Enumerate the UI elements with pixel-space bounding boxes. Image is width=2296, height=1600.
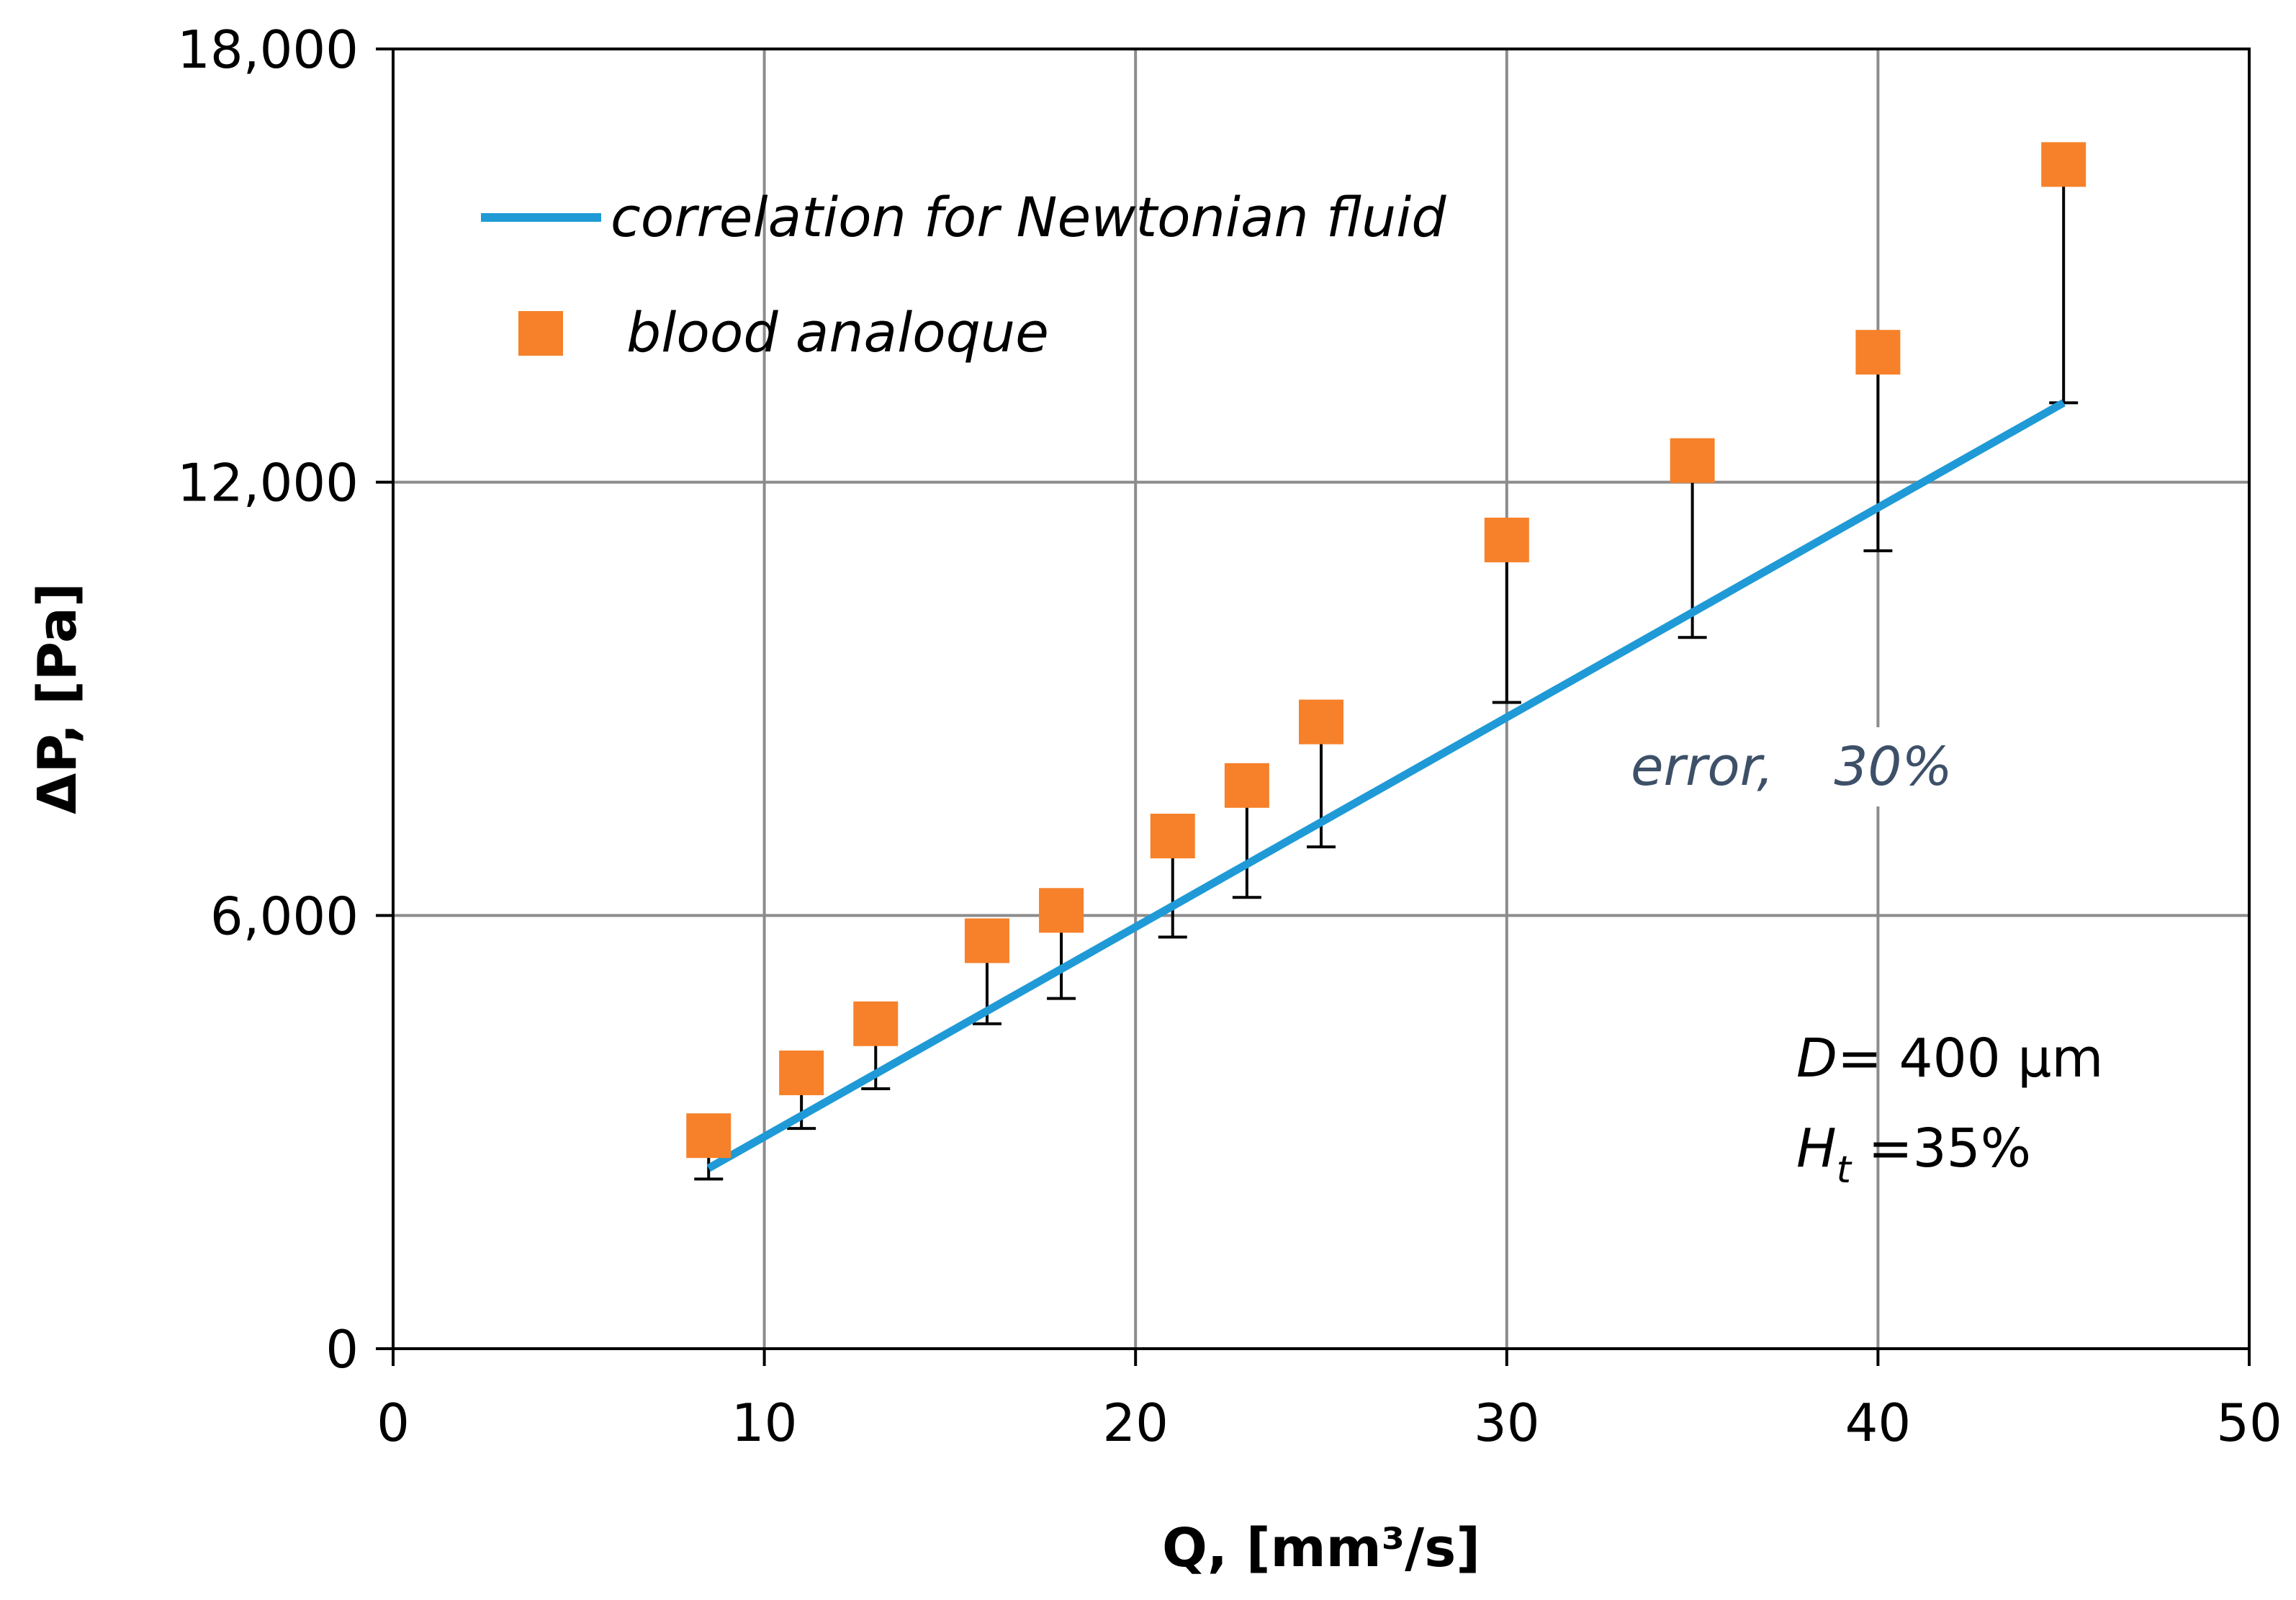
x-tick-label: 20 bbox=[1102, 1393, 1169, 1453]
y-tick-label: 0 bbox=[325, 1319, 359, 1380]
x-tick-label: 30 bbox=[1474, 1393, 1540, 1453]
diameter-note: D= 400 µm bbox=[1796, 1028, 2103, 1089]
data-point-marker bbox=[1150, 814, 1195, 859]
y-tick-label: 18,000 bbox=[177, 19, 359, 80]
error-annotation-text: error, 30% bbox=[1631, 736, 1953, 798]
x-tick-label: 10 bbox=[731, 1393, 798, 1453]
hematocrit-symbol: H bbox=[1796, 1118, 1837, 1179]
diameter-value: = 400 µm bbox=[1837, 1028, 2103, 1089]
error-value: 30% bbox=[1834, 736, 1952, 798]
data-point-marker bbox=[1855, 330, 1901, 375]
data-point-marker bbox=[2041, 142, 2086, 187]
hematocrit-value: =35% bbox=[1851, 1118, 2031, 1179]
data-point-marker bbox=[1484, 517, 1529, 562]
y-tick-label: 6,000 bbox=[210, 886, 359, 946]
data-point-marker bbox=[1670, 438, 1715, 483]
correlation-line bbox=[706, 399, 2066, 1172]
data-point-marker bbox=[1039, 888, 1084, 933]
x-tick-label: 50 bbox=[2216, 1393, 2282, 1453]
data-point-marker bbox=[853, 1001, 899, 1046]
data-point-marker bbox=[1224, 763, 1269, 808]
x-tick-label: 40 bbox=[1845, 1393, 1912, 1453]
data-point-marker bbox=[686, 1113, 731, 1159]
error-annotation: error, 30% bbox=[1631, 736, 1953, 798]
data-point-marker bbox=[964, 918, 1009, 963]
legend-label-correlation: correlation for Newtonian fluid bbox=[611, 185, 1446, 249]
error-note-background bbox=[1619, 727, 1964, 806]
blood-analoque-markers bbox=[686, 142, 2086, 1159]
data-point-marker bbox=[779, 1050, 824, 1095]
y-axis-ticks: 0 6,000 12,000 18,000 bbox=[177, 19, 393, 1380]
legend: correlation for Newtonian fluid blood an… bbox=[481, 185, 1446, 364]
hematocrit-subscript: t bbox=[1837, 1149, 1852, 1192]
plot-area-frame bbox=[392, 48, 2251, 1350]
y-tick-label: 12,000 bbox=[177, 453, 359, 513]
hematocrit-note: Ht =35% bbox=[1796, 1118, 2031, 1192]
diameter-symbol: D bbox=[1796, 1028, 1837, 1089]
y-axis-title: ΔP, [Pa] bbox=[27, 583, 89, 814]
legend-square-swatch bbox=[518, 311, 563, 356]
x-tick-label: 0 bbox=[377, 1393, 410, 1453]
correlation-line-group bbox=[706, 399, 2066, 1172]
x-axis-title: Q, [mm³/s] bbox=[1162, 1517, 1480, 1579]
x-axis-ticks: 0 10 20 30 40 50 bbox=[377, 1349, 2282, 1453]
legend-label-blood-analoque: blood analoque bbox=[626, 300, 1049, 364]
parameter-annotation: D= 400 µm Ht =35% bbox=[1796, 1028, 2103, 1192]
error-label: error, bbox=[1631, 736, 1774, 798]
data-point-marker bbox=[1299, 699, 1343, 745]
